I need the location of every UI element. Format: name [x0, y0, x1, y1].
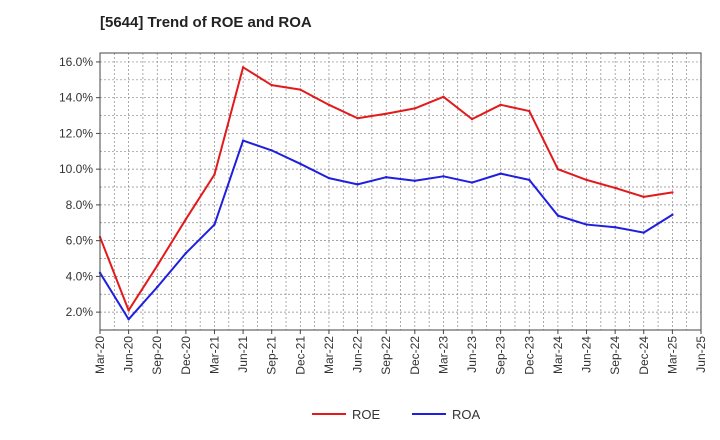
- data-point-roa: [442, 175, 445, 178]
- x-tick-label: Jun-23: [465, 336, 479, 373]
- data-point-roe: [470, 117, 474, 121]
- data-point-roe: [613, 186, 617, 190]
- y-tick-label: 16.0%: [59, 55, 93, 69]
- legend-item-roe: ROE: [312, 407, 381, 422]
- x-tick-label: Dec-20: [179, 336, 193, 375]
- x-tick-label: Dec-22: [408, 336, 422, 375]
- legend-label: ROE: [352, 407, 381, 422]
- data-point-roe: [556, 167, 560, 171]
- y-tick-label: 14.0%: [59, 91, 93, 105]
- x-tick-label: Mar-22: [322, 336, 336, 374]
- data-point-roe: [642, 195, 645, 199]
- data-point-roa: [156, 285, 159, 289]
- x-tick-label: Sep-23: [494, 336, 508, 375]
- x-tick-label: Sep-22: [379, 336, 393, 375]
- data-point-roe: [671, 191, 674, 194]
- data-point-roa: [671, 213, 674, 216]
- data-point-roa: [413, 179, 417, 182]
- x-tick-label: Mar-25: [665, 336, 679, 374]
- data-point-roa: [528, 178, 531, 182]
- legend: ROE ROA: [312, 407, 481, 422]
- data-point-roa: [470, 181, 474, 184]
- y-tick-label: 8.0%: [66, 198, 94, 212]
- x-axis: Mar-20 Jun-20 Sep-20 Dec-20 Mar-21 Jun-21 Sep-…: [93, 330, 708, 375]
- data-point-roe: [585, 178, 588, 182]
- data-point-roe: [327, 103, 331, 107]
- data-point-roe: [442, 95, 445, 98]
- data-point-roe: [127, 309, 130, 312]
- x-tick-label: Jun-25: [694, 336, 708, 373]
- legend-item-roa: ROA: [412, 407, 481, 422]
- data-point-roe: [241, 66, 245, 69]
- data-point-roa: [499, 172, 502, 175]
- data-point-roe: [299, 88, 302, 91]
- plot-border: [99, 52, 702, 331]
- x-tick-label: Dec-21: [293, 336, 307, 375]
- data-point-roa: [241, 139, 245, 142]
- x-tick-label: Mar-24: [551, 336, 565, 374]
- data-point-roe: [413, 107, 417, 110]
- x-tick-label: Sep-20: [150, 336, 164, 375]
- data-point-roe: [499, 103, 502, 107]
- x-tick-label: Dec-23: [522, 336, 536, 375]
- x-tick-label: Mar-21: [207, 336, 221, 374]
- series-lines: [98, 66, 674, 321]
- x-tick-label: Mar-20: [93, 336, 107, 374]
- data-point-roa: [585, 223, 588, 226]
- x-tick-label: Dec-24: [637, 336, 651, 375]
- data-point-roe: [184, 218, 188, 221]
- data-point-roa: [356, 183, 359, 186]
- x-tick-label: Jun-24: [580, 336, 594, 373]
- y-tick-label: 4.0%: [66, 269, 94, 283]
- data-point-roa: [270, 149, 273, 152]
- data-point-roa: [613, 226, 617, 229]
- x-tick-label: Mar-23: [436, 336, 450, 374]
- data-point-roe: [156, 264, 159, 267]
- data-point-roa: [213, 223, 216, 226]
- x-tick-label: Sep-21: [265, 336, 279, 375]
- data-point-roa: [384, 176, 388, 179]
- plot-area: [100, 53, 701, 330]
- x-tick-label: Jun-20: [122, 336, 136, 373]
- y-tick-label: 10.0%: [59, 162, 93, 176]
- data-point-roe: [213, 173, 216, 176]
- y-axis: 2.0% 4.0% 6.0% 8.0% 10.0% 12.0% 14.0% 16.0%: [59, 55, 100, 319]
- y-tick-label: 6.0%: [66, 234, 94, 248]
- y-tick-label: 2.0%: [66, 305, 94, 319]
- legend-label: ROA: [452, 407, 481, 422]
- y-tick-label: 12.0%: [59, 126, 93, 140]
- x-tick-label: Jun-22: [351, 336, 365, 373]
- data-point-roa: [127, 318, 130, 321]
- data-point-roa: [556, 214, 560, 217]
- data-point-roe: [384, 112, 388, 115]
- data-point-roa: [299, 162, 302, 165]
- data-point-roa: [327, 176, 331, 180]
- x-tick-label: Jun-21: [236, 336, 250, 373]
- data-point-roa: [642, 231, 645, 234]
- x-tick-label: Sep-24: [608, 336, 622, 375]
- data-point-roa: [184, 251, 188, 255]
- data-point-roe: [270, 83, 273, 87]
- chart-title: [5644] Trend of ROE and ROA: [100, 14, 312, 31]
- data-point-roe: [528, 109, 531, 113]
- data-point-roe: [356, 117, 359, 120]
